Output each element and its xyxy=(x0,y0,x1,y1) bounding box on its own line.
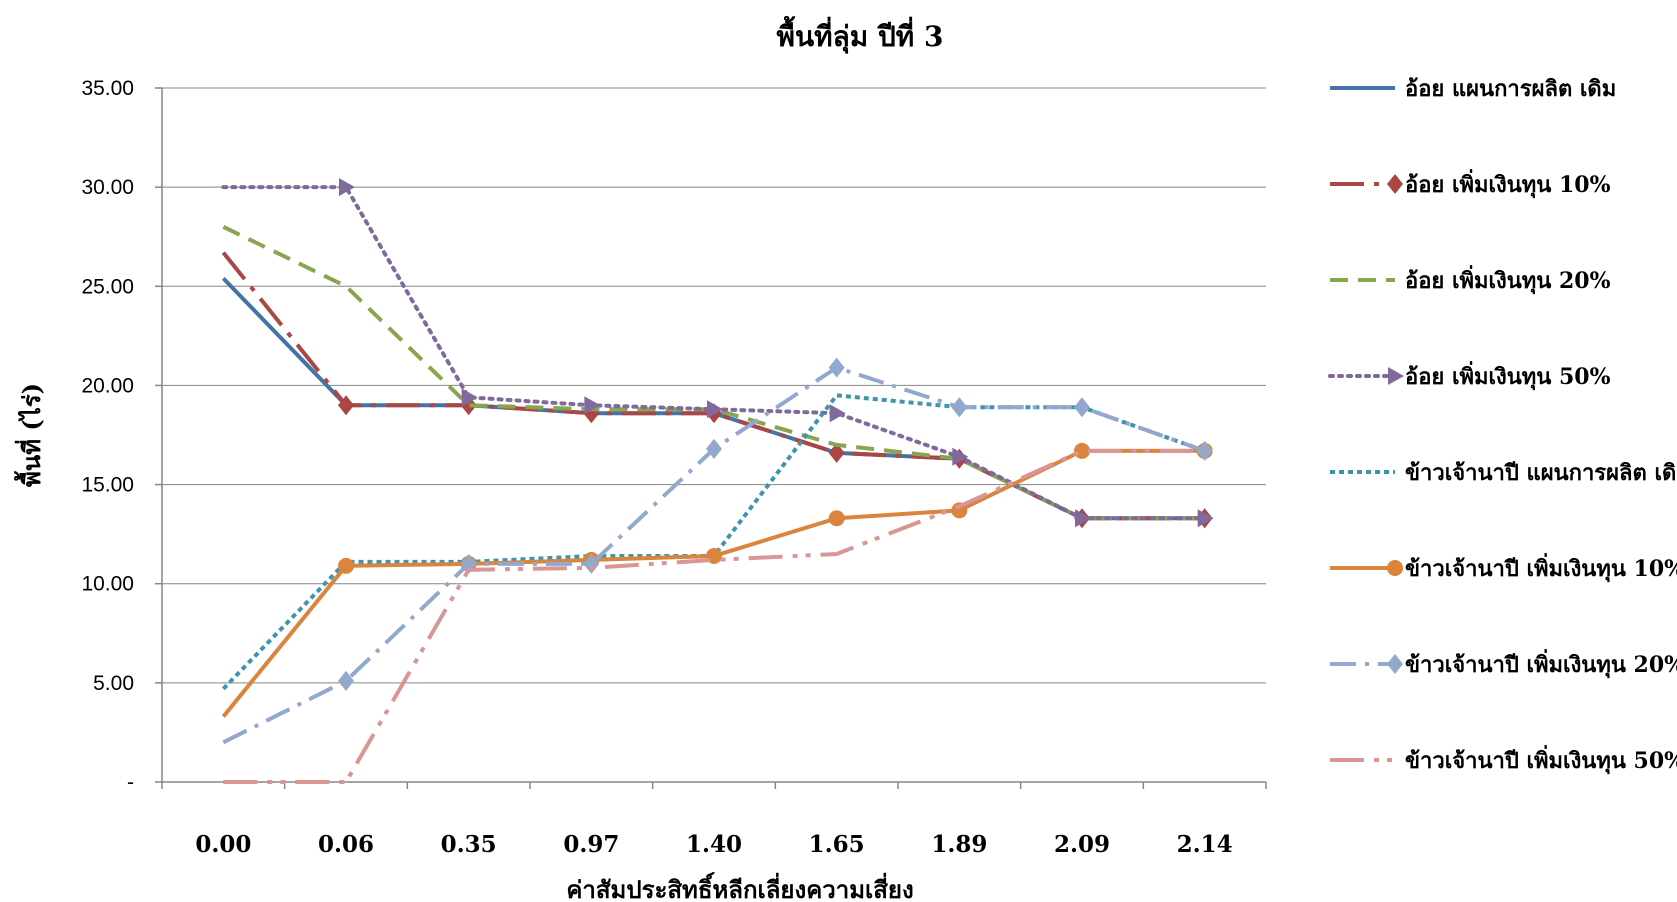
series-2 xyxy=(221,251,1213,529)
x-tick-label: 0.35 xyxy=(441,831,497,858)
data-point xyxy=(1075,509,1091,528)
legend-marker xyxy=(1388,367,1404,385)
series-line xyxy=(221,185,1207,521)
data-point xyxy=(952,447,969,466)
x-tick-label: 2.09 xyxy=(1054,831,1110,858)
series-1 xyxy=(221,276,1205,521)
legend-marker xyxy=(1387,654,1403,674)
series-line xyxy=(221,276,1205,521)
gridlines xyxy=(155,87,1267,789)
legend-marker xyxy=(1387,174,1403,194)
y-axis-title: พื้นที่ (ไร่) xyxy=(13,383,46,487)
y-tick-label: 5.00 xyxy=(93,672,134,695)
data-point xyxy=(706,438,722,459)
legend-item: ข้าวเจ้านาปี เพิ่มเงินทุน 50% xyxy=(1330,744,1677,775)
data-point xyxy=(1074,442,1090,459)
x-tick-labels: 0.00 0.06 0.35 0.97 1.40 1.65 1.89 2.09 2.14 xyxy=(195,831,1232,858)
y-tick-label: - xyxy=(127,771,134,794)
y-tick-label: 15.00 xyxy=(81,474,134,497)
legend-label: ข้าวเจ้านาปี เพิ่มเงินทุน 10% xyxy=(1405,552,1677,583)
legend-label: อ้อย แผนการผลิต เดิม xyxy=(1405,76,1616,102)
legend-item: ข้าวเจ้านาปี แผนการผลิต เดิม xyxy=(1330,460,1677,486)
legend-item: อ้อย แผนการผลิต เดิม xyxy=(1330,76,1616,102)
data-point xyxy=(583,553,600,574)
series-3 xyxy=(222,225,1205,521)
data-point xyxy=(338,395,354,416)
data-point xyxy=(829,404,846,423)
data-point xyxy=(828,442,845,463)
data-point xyxy=(461,388,478,407)
y-tick-label: 20.00 xyxy=(81,374,134,397)
legend: อ้อย แผนการผลิต เดิมอ้อย เพิ่มเงินทุน 10… xyxy=(1328,76,1677,775)
legend-label: อ้อย เพิ่มเงินทุน 10% xyxy=(1405,168,1611,199)
legend-label: ข้าวเจ้านาปี เพิ่มเงินทุน 50% xyxy=(1405,744,1677,775)
y-tick-label: 35.00 xyxy=(81,77,134,100)
y-tick-labels: - 5.00 10.00 15.00 20.00 25.00 30.00 35.00 xyxy=(81,77,134,794)
data-point xyxy=(584,396,601,415)
data-point xyxy=(339,178,355,197)
legend-item: ข้าวเจ้านาปี เพิ่มเงินทุน 20% xyxy=(1330,648,1677,679)
data-point xyxy=(1197,509,1214,528)
series-4 xyxy=(221,178,1214,528)
y-tick-label: 30.00 xyxy=(81,176,134,199)
x-tick-label: 0.97 xyxy=(563,831,619,858)
legend-item: อ้อย เพิ่มเงินทุน 10% xyxy=(1330,168,1611,199)
axes xyxy=(161,88,1266,783)
data-point xyxy=(828,510,845,527)
legend-item: ข้าวเจ้านาปี เพิ่มเงินทุน 10% xyxy=(1330,552,1677,583)
legend-label: ข้าวเจ้านาปี แผนการผลิต เดิม xyxy=(1405,460,1677,486)
data-point xyxy=(951,397,968,418)
legend-item: อ้อย เพิ่มเงินทุน 20% xyxy=(1330,264,1611,295)
x-axis-title: ค่าสัมประสิทธิ์หลีกเลี่ยงความเสี่ยง xyxy=(566,872,913,902)
x-tick-label: 2.14 xyxy=(1177,831,1233,858)
data-point xyxy=(338,670,354,691)
y-tick-label: 10.00 xyxy=(81,573,134,596)
chart-title: พื้นที่ลุ่ม ปีที่ 3 xyxy=(777,15,944,54)
y-tick-label: 25.00 xyxy=(81,275,134,298)
legend-label: อ้อย เพิ่มเงินทุน 50% xyxy=(1405,360,1611,391)
series xyxy=(221,178,1214,784)
legend-label: อ้อย เพิ่มเงินทุน 20% xyxy=(1405,264,1611,295)
series-line xyxy=(223,448,1205,784)
series-line xyxy=(222,225,1205,521)
data-point xyxy=(338,557,354,574)
series-8 xyxy=(223,448,1205,784)
legend-item: อ้อย เพิ่มเงินทุน 50% xyxy=(1328,360,1611,391)
x-tick-label: 1.40 xyxy=(686,831,742,858)
x-tick-label: 1.65 xyxy=(809,831,865,858)
series-6 xyxy=(221,442,1213,718)
data-point xyxy=(828,357,845,378)
data-point xyxy=(1074,397,1090,418)
x-tick-label: 1.89 xyxy=(931,831,987,858)
legend-marker xyxy=(1387,560,1403,576)
legend-label: ข้าวเจ้านาปี เพิ่มเงินทุน 20% xyxy=(1405,648,1677,679)
x-tick-label: 0.06 xyxy=(318,831,374,858)
x-tick-label: 0.00 xyxy=(195,831,251,858)
data-point xyxy=(707,400,723,419)
